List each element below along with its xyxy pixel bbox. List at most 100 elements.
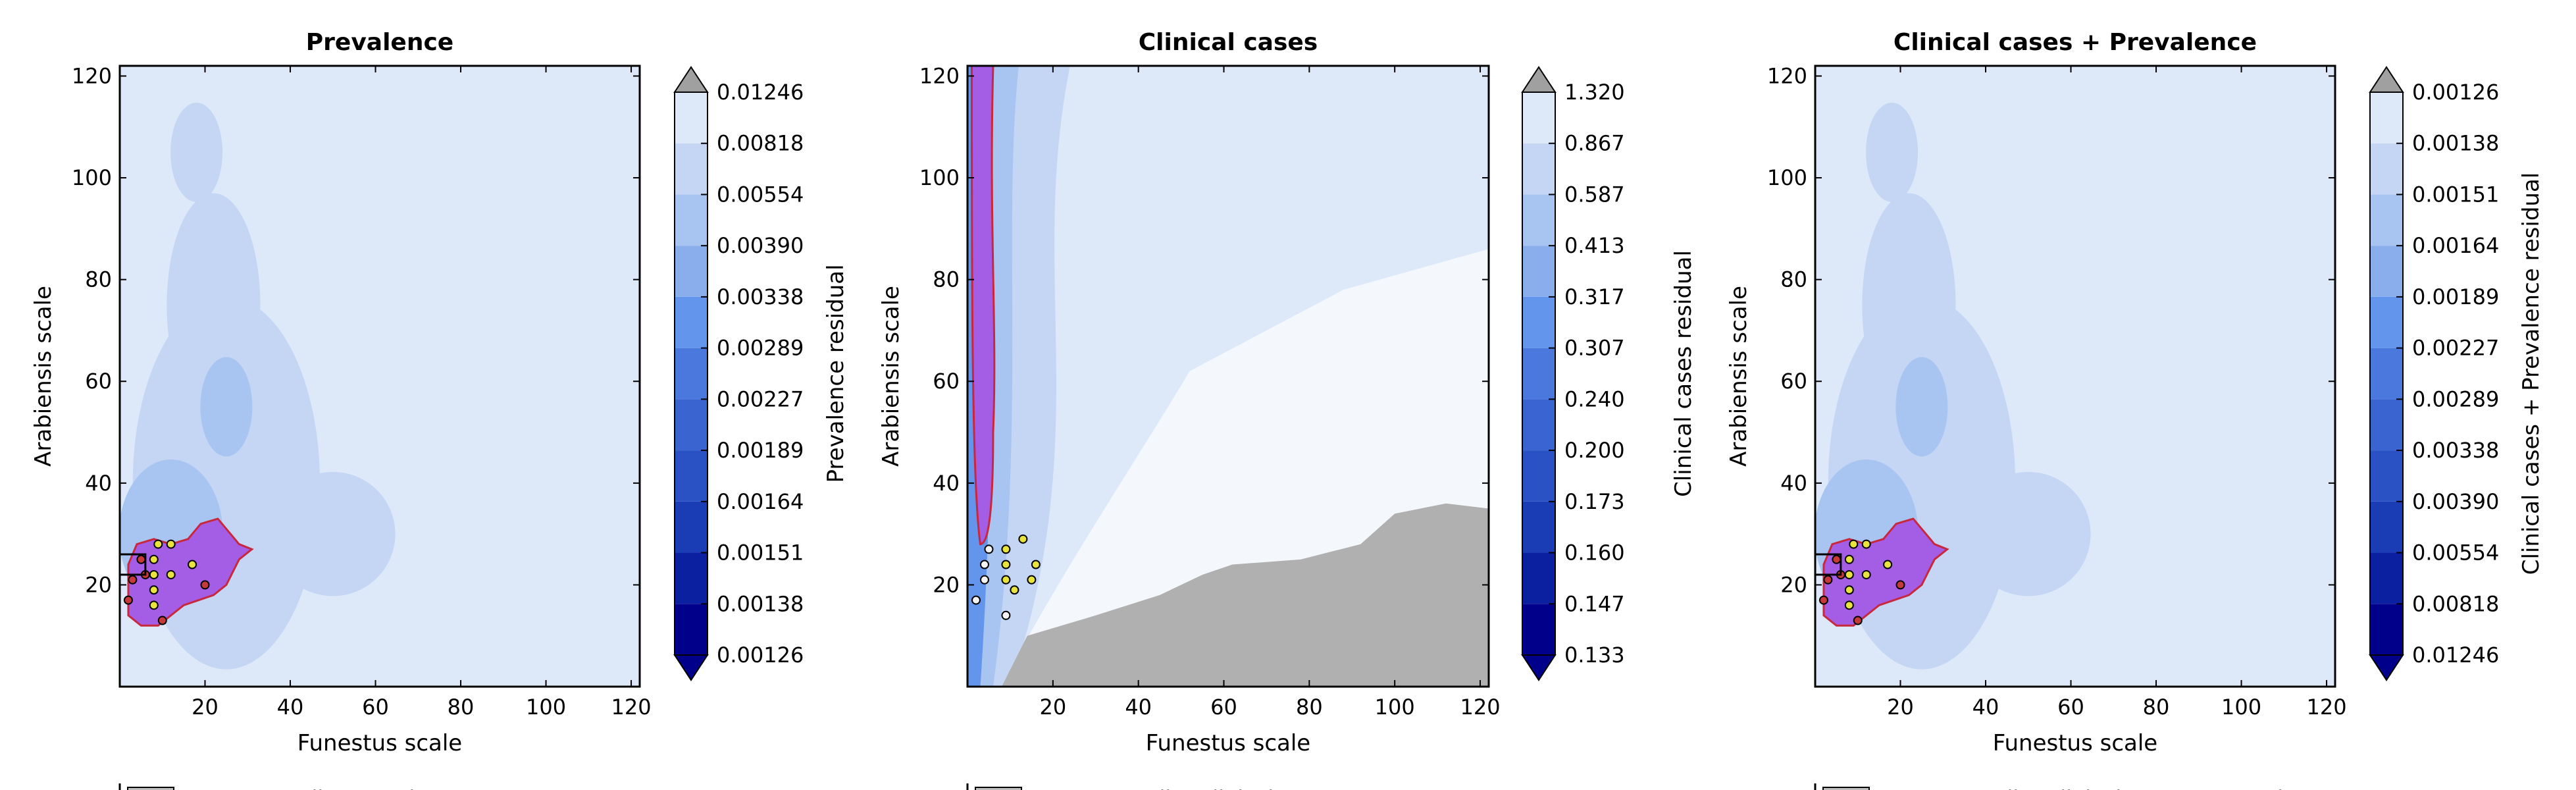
chart-panel-1: Prevalence 20 40 60 80 100 120 20 40 60 80 100 120 Fu… — [30, 29, 849, 790]
colorbar-tick-label: 0.00164 — [717, 489, 804, 514]
colorbar-segment — [1522, 348, 1555, 400]
colorbar-tick-label: 0.00390 — [717, 233, 804, 258]
scatter-point — [1845, 601, 1853, 609]
scatter-point — [150, 586, 158, 594]
scatter-point — [137, 556, 145, 564]
colorbar-tick-label: 0.00151 — [717, 540, 804, 566]
scatter-point — [1854, 617, 1862, 625]
colorbar-tick-label: 0.317 — [1564, 284, 1625, 309]
x-tick-label: 40 — [1125, 695, 1152, 720]
chart-panel-2: Clinical cases20 40 60 80 100 120204060801001… — [878, 29, 1697, 790]
colorbar-segment — [2370, 297, 2403, 348]
scatter-point — [150, 601, 158, 609]
y-tick-label: 60 — [85, 369, 112, 394]
colorbar-segment — [2370, 144, 2403, 195]
x-tick-label: 60 — [362, 695, 389, 720]
colorbar-tick-label: 0.00138 — [2412, 131, 2499, 156]
colorbar-tick-label: 0.00138 — [717, 591, 804, 616]
y-axis-label: Arabiensis scale — [1726, 286, 1752, 467]
contour-level — [170, 103, 222, 202]
legend-label: 0.1 Percentile: Clinical cases — [1040, 786, 1340, 790]
contour-level — [270, 472, 396, 596]
y-tick-label: 60 — [1780, 369, 1807, 394]
x-axis-label: Funestus scale — [297, 730, 462, 756]
colorbar-segment — [2370, 92, 2403, 144]
x-tick-label: 60 — [1210, 695, 1237, 720]
colorbar-segment — [1522, 502, 1555, 553]
scatter-point — [154, 540, 162, 548]
contour-field — [119, 66, 640, 687]
y-tick-label: 40 — [1780, 471, 1807, 496]
legend-label: 0.1 Percentile: Prevalence — [192, 786, 465, 790]
contour-field — [967, 66, 1489, 687]
x-axis-label: Funestus scale — [1993, 730, 2157, 756]
colorbar-tick-label: 0.147 — [1564, 591, 1625, 616]
y-tick-label: 40 — [85, 471, 112, 496]
scatter-point — [1019, 535, 1027, 543]
y-tick-label: 120 — [1767, 63, 1807, 88]
y-tick-label: 80 — [85, 267, 112, 292]
x-tick-label: 100 — [1375, 695, 1415, 720]
colorbar-segment — [1522, 399, 1555, 450]
colorbar-segment — [675, 92, 708, 144]
optimum-region — [971, 66, 994, 544]
scatter-point — [1002, 560, 1010, 568]
scatter-point — [201, 581, 209, 589]
scatter-point — [1897, 581, 1905, 589]
x-tick-label: 120 — [1460, 695, 1500, 720]
y-axis-label: Arabiensis scale — [30, 286, 57, 467]
colorbar-segment — [1522, 553, 1555, 604]
chart-title: Clinical cases — [1139, 29, 1318, 56]
colorbar-tick-label: 0.00189 — [2412, 284, 2499, 309]
colorbar-tick-label: 1.320 — [1564, 80, 1625, 105]
colorbar-extend-over — [2370, 67, 2403, 92]
colorbar-tick-label: 0.413 — [1564, 233, 1625, 258]
scatter-point — [159, 617, 167, 625]
colorbar-segment — [2370, 502, 2403, 553]
colorbar-tick-label: 0.00227 — [2412, 336, 2499, 361]
colorbar-segment — [2370, 194, 2403, 246]
contour-level — [1866, 103, 1918, 202]
x-tick-label: 80 — [448, 695, 475, 720]
colorbar-label: Prevalence residual — [823, 264, 849, 483]
colorbar-tick-label: 0.00227 — [717, 386, 804, 411]
x-tick-label: 120 — [2307, 695, 2347, 720]
colorbar-tick-label: 0.00338 — [717, 284, 804, 309]
colorbar-tick-label: 0.00126 — [717, 643, 804, 668]
colorbar-segment — [675, 194, 708, 246]
scatter-point — [1027, 576, 1035, 584]
colorbar-tick-label: 0.00554 — [717, 182, 804, 207]
colorbar-segment — [1522, 144, 1555, 195]
y-tick-label: 60 — [933, 369, 960, 394]
chart-panel-3: Clinical cases + Prevalence 20 40 60 80 100 12… — [1726, 29, 2544, 790]
scatter-point — [1824, 576, 1832, 584]
contour-level — [1895, 357, 1947, 456]
colorbar-segment — [2370, 246, 2403, 297]
scatter-point — [1832, 556, 1840, 564]
y-tick-label: 120 — [919, 63, 960, 88]
scatter-point — [1002, 612, 1010, 619]
x-tick-label: 40 — [277, 695, 304, 720]
y-tick-label: 20 — [1780, 572, 1807, 597]
colorbar-extend-under — [2370, 655, 2403, 680]
colorbar-segment — [675, 604, 708, 655]
scatter-point — [1002, 576, 1010, 584]
colorbar-segment — [2370, 450, 2403, 502]
colorbar-tick-label: 0.00126 — [2412, 80, 2499, 105]
colorbar-segment — [675, 450, 708, 502]
contour-level — [200, 357, 252, 456]
scatter-point — [981, 576, 989, 584]
y-tick-label: 100 — [1767, 165, 1807, 190]
colorbar-tick-label: 0.00189 — [717, 438, 804, 463]
x-tick-label: 80 — [1296, 695, 1323, 720]
y-tick-label: 80 — [1780, 267, 1807, 292]
scatter-point — [1863, 540, 1870, 548]
colorbar-tick-label: 0.00289 — [717, 336, 804, 361]
scatter-point — [1032, 560, 1040, 568]
x-tick-label: 80 — [2143, 695, 2170, 720]
colorbar-extend-under — [675, 655, 708, 680]
colorbar-segment — [675, 246, 708, 297]
colorbar-segment — [2370, 348, 2403, 400]
scatter-point — [985, 545, 992, 553]
y-tick-label: 100 — [72, 165, 112, 190]
